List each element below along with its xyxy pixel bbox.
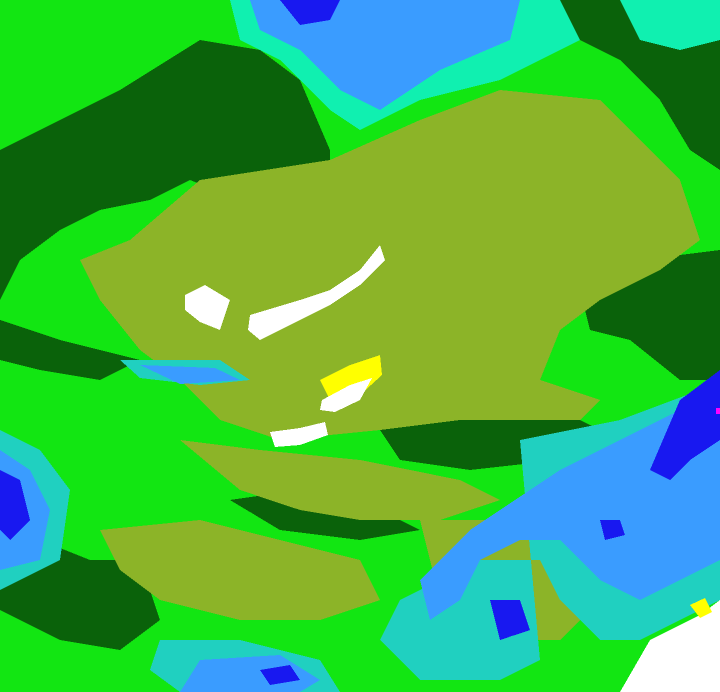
olive-region: [80, 90, 700, 440]
olive-region: [180, 440, 500, 520]
blue-region: [280, 0, 340, 25]
yellow-patch: [320, 355, 382, 400]
blue-region: [0, 470, 30, 540]
light-blue-region: [140, 365, 240, 384]
blue-region: [650, 370, 720, 480]
white-patch: [270, 422, 328, 447]
dark-green-region: [0, 40, 330, 300]
dark-green-region: [0, 320, 140, 380]
blue-region: [600, 520, 625, 540]
light-blue-region: [250, 0, 520, 110]
blue-region: [260, 665, 300, 685]
magenta-pixel: [716, 408, 720, 414]
white-patch: [620, 600, 720, 692]
light-blue-region: [180, 655, 320, 692]
white-patch: [248, 245, 385, 340]
blue-region: [490, 600, 530, 640]
yellow-patch: [690, 598, 712, 618]
white-patch: [320, 378, 372, 412]
light-blue-region: [420, 380, 720, 620]
white-patch: [185, 285, 230, 330]
cyan-region: [620, 0, 720, 50]
olive-region: [100, 520, 380, 620]
